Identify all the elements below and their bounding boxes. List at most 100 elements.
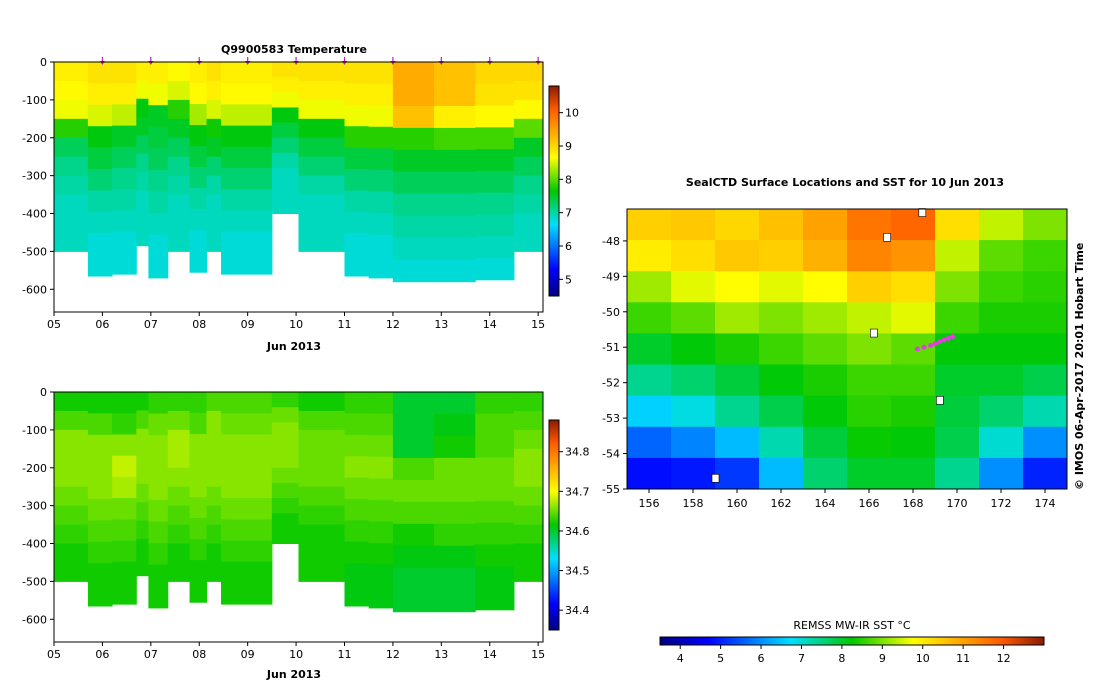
heatmap-cell bbox=[513, 467, 544, 488]
heatmap-cell bbox=[87, 190, 113, 213]
heatmap-cell bbox=[167, 392, 191, 412]
sst-cell bbox=[715, 426, 760, 459]
heatmap-cell bbox=[368, 413, 394, 436]
heatmap-cell bbox=[189, 581, 208, 603]
heatmap-cell bbox=[434, 193, 476, 217]
sst-cell bbox=[759, 302, 804, 334]
seal-position bbox=[945, 335, 951, 341]
colorbar-tick-label: 34.6 bbox=[565, 525, 590, 538]
heatmap-cell bbox=[368, 148, 394, 171]
heatmap-cell bbox=[189, 209, 208, 231]
heatmap-cell bbox=[167, 543, 191, 563]
x-tick-label: 09 bbox=[241, 648, 255, 661]
heatmap-cell bbox=[136, 172, 149, 192]
heatmap-cell bbox=[189, 455, 208, 477]
salinity-panel: 0 -100 -200 -300 -400 -500 -600 05 06 07 08 09 10 11… bbox=[22, 386, 589, 681]
sst-cell bbox=[803, 333, 848, 366]
island-marker bbox=[711, 474, 720, 483]
heatmap-cell bbox=[368, 478, 394, 501]
heatmap-cell bbox=[475, 62, 515, 85]
heatmap-cell bbox=[392, 501, 435, 525]
heatmap-cell bbox=[54, 429, 89, 450]
heatmap-cell bbox=[148, 213, 169, 236]
temperature-title: Q9900583 Temperature bbox=[221, 43, 367, 56]
heatmap-cell bbox=[112, 146, 137, 169]
heatmap-cell bbox=[475, 83, 515, 107]
heatmap-cell bbox=[298, 80, 345, 101]
islands bbox=[711, 208, 944, 483]
heatmap-cell bbox=[136, 428, 149, 448]
x-tick-label: 14 bbox=[483, 318, 497, 331]
heatmap-cell bbox=[167, 232, 191, 252]
heatmap-cell bbox=[513, 80, 544, 101]
sst-cell bbox=[759, 364, 804, 397]
seal-position bbox=[932, 341, 938, 347]
y-tick-label: -400 bbox=[22, 538, 47, 551]
lon-tick-label: 160 bbox=[727, 497, 748, 510]
heatmap-cell bbox=[112, 413, 137, 435]
sst-cell bbox=[715, 364, 760, 397]
heatmap-cell bbox=[434, 392, 476, 415]
heatmap-cell bbox=[368, 191, 394, 214]
heatmap-cell bbox=[392, 589, 435, 613]
heatmap-cell bbox=[54, 562, 89, 582]
sst-cell bbox=[715, 209, 760, 241]
heatmap-cell bbox=[434, 501, 476, 525]
lat-tick-label: -55 bbox=[602, 483, 620, 496]
heatmap-cell bbox=[206, 486, 222, 507]
heatmap-cell bbox=[271, 92, 299, 108]
sst-cell bbox=[627, 271, 672, 303]
colorbar-tick-label: 10 bbox=[565, 107, 579, 120]
y-tick-label: -300 bbox=[22, 170, 47, 183]
heatmap-cell bbox=[221, 252, 273, 275]
heatmap-cell bbox=[513, 448, 544, 469]
sst-colorbar bbox=[659, 636, 1045, 646]
x-tick-label: 07 bbox=[144, 318, 158, 331]
sst-cell bbox=[847, 426, 892, 459]
heatmap-cell bbox=[112, 210, 137, 233]
heatmap-cell bbox=[136, 410, 149, 430]
heatmap-cell bbox=[112, 125, 137, 148]
heatmap-cell bbox=[344, 520, 370, 543]
heatmap-cell bbox=[221, 455, 273, 478]
heatmap-cell bbox=[221, 231, 273, 254]
sst-cell bbox=[935, 209, 980, 241]
heatmap-cell bbox=[344, 563, 370, 586]
heatmap-cell bbox=[148, 105, 169, 128]
seal-track bbox=[914, 334, 956, 352]
heatmap-cell bbox=[87, 499, 113, 521]
heatmap-cell bbox=[87, 254, 113, 277]
heatmap-cell bbox=[148, 62, 169, 85]
heatmap-cell bbox=[148, 148, 169, 171]
sst-colorbar-tick-label: 10 bbox=[916, 652, 930, 665]
heatmap-cell bbox=[344, 104, 370, 127]
y-tick-label: -400 bbox=[22, 208, 47, 221]
heatmap-cell bbox=[148, 191, 169, 214]
heatmap-cell bbox=[434, 149, 476, 173]
temperature-panel: Q9900583 Temperature 0 -100 -200 -300 -400 -5… bbox=[22, 43, 579, 353]
lat-tick-label: -48 bbox=[602, 235, 620, 248]
sst-cell bbox=[671, 240, 716, 272]
heatmap-cell bbox=[392, 259, 435, 283]
heatmap-cell bbox=[513, 232, 544, 252]
heatmap-cell bbox=[148, 564, 169, 587]
sst-cell bbox=[979, 426, 1024, 459]
lat-tick-label: -54 bbox=[602, 448, 620, 461]
heatmap-cell bbox=[475, 544, 515, 567]
heatmap-cell bbox=[167, 505, 191, 526]
heatmap-cell bbox=[271, 137, 299, 154]
x-tick-label: 07 bbox=[144, 648, 158, 661]
heatmap-cell bbox=[434, 259, 476, 283]
sst-colorbar-tick-label: 9 bbox=[879, 652, 886, 665]
heatmap-cell bbox=[112, 392, 137, 414]
heatmap-cell bbox=[87, 83, 113, 106]
heatmap-cell bbox=[513, 392, 544, 412]
heatmap-cell bbox=[112, 62, 137, 84]
heatmap-cell bbox=[368, 213, 394, 236]
sst-cell bbox=[759, 333, 804, 366]
heatmap-cell bbox=[87, 541, 113, 564]
heatmap-cell bbox=[344, 434, 370, 457]
seal-position bbox=[936, 339, 942, 345]
sst-cell bbox=[979, 333, 1024, 366]
sst-cell bbox=[979, 271, 1024, 303]
